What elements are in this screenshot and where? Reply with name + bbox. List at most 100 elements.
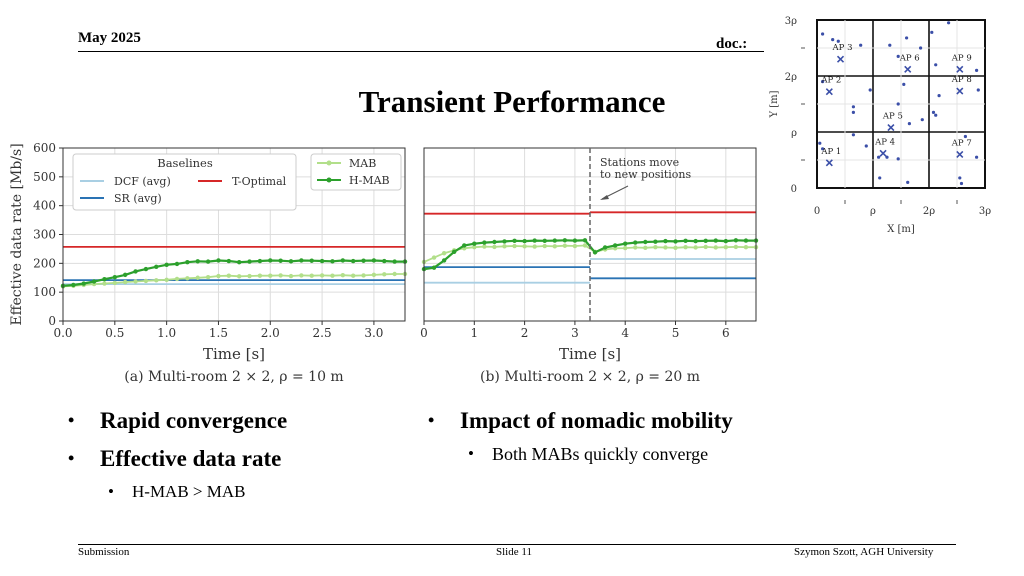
data-point [703, 238, 708, 244]
header-doc: doc.: [716, 36, 748, 52]
data-point [522, 238, 527, 244]
station-point [885, 155, 889, 159]
data-point [205, 274, 211, 280]
data-point [205, 259, 211, 264]
data-point [653, 244, 658, 250]
bullet-dot: • [68, 448, 75, 468]
data-point [154, 278, 159, 283]
data-point [673, 239, 678, 244]
data-point [299, 273, 304, 278]
data-point [340, 258, 346, 263]
data-point [592, 250, 598, 255]
data-point [713, 238, 718, 243]
chart-a: 0.0 0.5 1.0 1.5 2.0 2.5 3.0 0 100 200 300 400 500 600… [10, 141, 408, 385]
station-point [821, 147, 825, 151]
data-point [236, 274, 242, 279]
data-point [562, 238, 568, 243]
data-point [482, 244, 487, 249]
ap-label: AP 7 [951, 138, 972, 148]
station-point [905, 36, 909, 40]
data-point [133, 279, 138, 284]
data-point [350, 273, 356, 278]
station-point [920, 118, 924, 122]
data-point [602, 245, 608, 250]
data-point [663, 245, 668, 250]
ap-marker [836, 55, 845, 63]
data-point [492, 239, 497, 245]
data-point [572, 243, 578, 249]
x-tick-label: 0.0 [53, 326, 72, 340]
y-tick-label: 400 [33, 199, 56, 213]
data-point [91, 279, 97, 284]
y-tick-label: 600 [33, 141, 56, 155]
legend-marker [326, 160, 332, 166]
data-point [733, 244, 739, 250]
bullet-dot: • [468, 444, 474, 463]
x-axis-label: Time [s] [203, 345, 265, 363]
annotation-arrowhead [600, 195, 609, 200]
data-point [441, 251, 447, 256]
slide-title-text: Transient Performance [358, 84, 666, 119]
annotation-text: Stations move [600, 156, 679, 169]
bullet-text: Impact of nomadic mobility [460, 408, 733, 433]
x-tick-label: 0 [420, 326, 428, 340]
bullet-dot: • [68, 410, 75, 430]
station-point [975, 155, 979, 159]
data-point [482, 240, 487, 245]
data-point [392, 271, 397, 277]
data-point [673, 245, 678, 250]
data-point [743, 238, 749, 243]
station-point [877, 155, 881, 159]
data-point [112, 274, 118, 280]
data-point [257, 258, 263, 264]
x-tick-label: 1 [470, 326, 478, 340]
legend-label: DCF (avg) [114, 175, 171, 188]
y-tick-label: 500 [33, 170, 56, 184]
ap-marker [825, 159, 833, 167]
y-tick-label: 100 [33, 285, 56, 299]
data-point [319, 258, 325, 264]
data-point [703, 244, 708, 250]
station-point [975, 68, 979, 72]
data-point [195, 259, 200, 264]
station-point [821, 32, 825, 36]
station-point [851, 105, 855, 109]
ap-label: AP 3 [832, 43, 853, 53]
data-point [112, 280, 118, 286]
station-point [818, 141, 822, 145]
slide-title: Transient Performance [0, 84, 1024, 120]
x-tick-label: 0 [814, 206, 820, 217]
y-tick-label: 2ρ [785, 72, 797, 83]
x-tick-label: 3ρ [979, 206, 991, 217]
data-point [472, 244, 477, 250]
data-point [330, 273, 335, 278]
data-point [102, 276, 107, 282]
x-tick-label: 6 [722, 326, 730, 340]
bullet-text: Effective data rate [100, 446, 282, 471]
station-point [851, 133, 855, 137]
data-point [522, 244, 527, 249]
y-tick-label: 0 [791, 184, 797, 195]
data-point [502, 239, 507, 244]
ap-marker [956, 65, 964, 73]
data-point [371, 258, 377, 263]
data-point [268, 258, 273, 263]
ap-label: AP 6 [899, 53, 920, 63]
station-point [947, 21, 951, 25]
x-tick-label: 2ρ [923, 206, 935, 217]
data-point [612, 243, 618, 248]
x-tick-label: 2.0 [261, 326, 280, 340]
header-divider [78, 51, 764, 52]
y-tick-label: 200 [33, 256, 56, 270]
legend-box [72, 153, 297, 211]
station-point [896, 54, 900, 59]
data-point [133, 269, 138, 274]
x-tick-label: 1.5 [209, 326, 228, 340]
data-point [532, 238, 537, 243]
x-tick-label: 0.5 [105, 326, 124, 340]
data-point [582, 238, 588, 243]
layout-map: 0 ρ 2ρ 3ρ 0 ρ 2ρ 3ρ X [m] Y [m] AP 1 AP 2 AP 3 AP 4 AP… [769, 16, 991, 235]
data-point [582, 243, 588, 248]
data-point [216, 258, 221, 263]
legend-label: MAB [349, 157, 376, 170]
